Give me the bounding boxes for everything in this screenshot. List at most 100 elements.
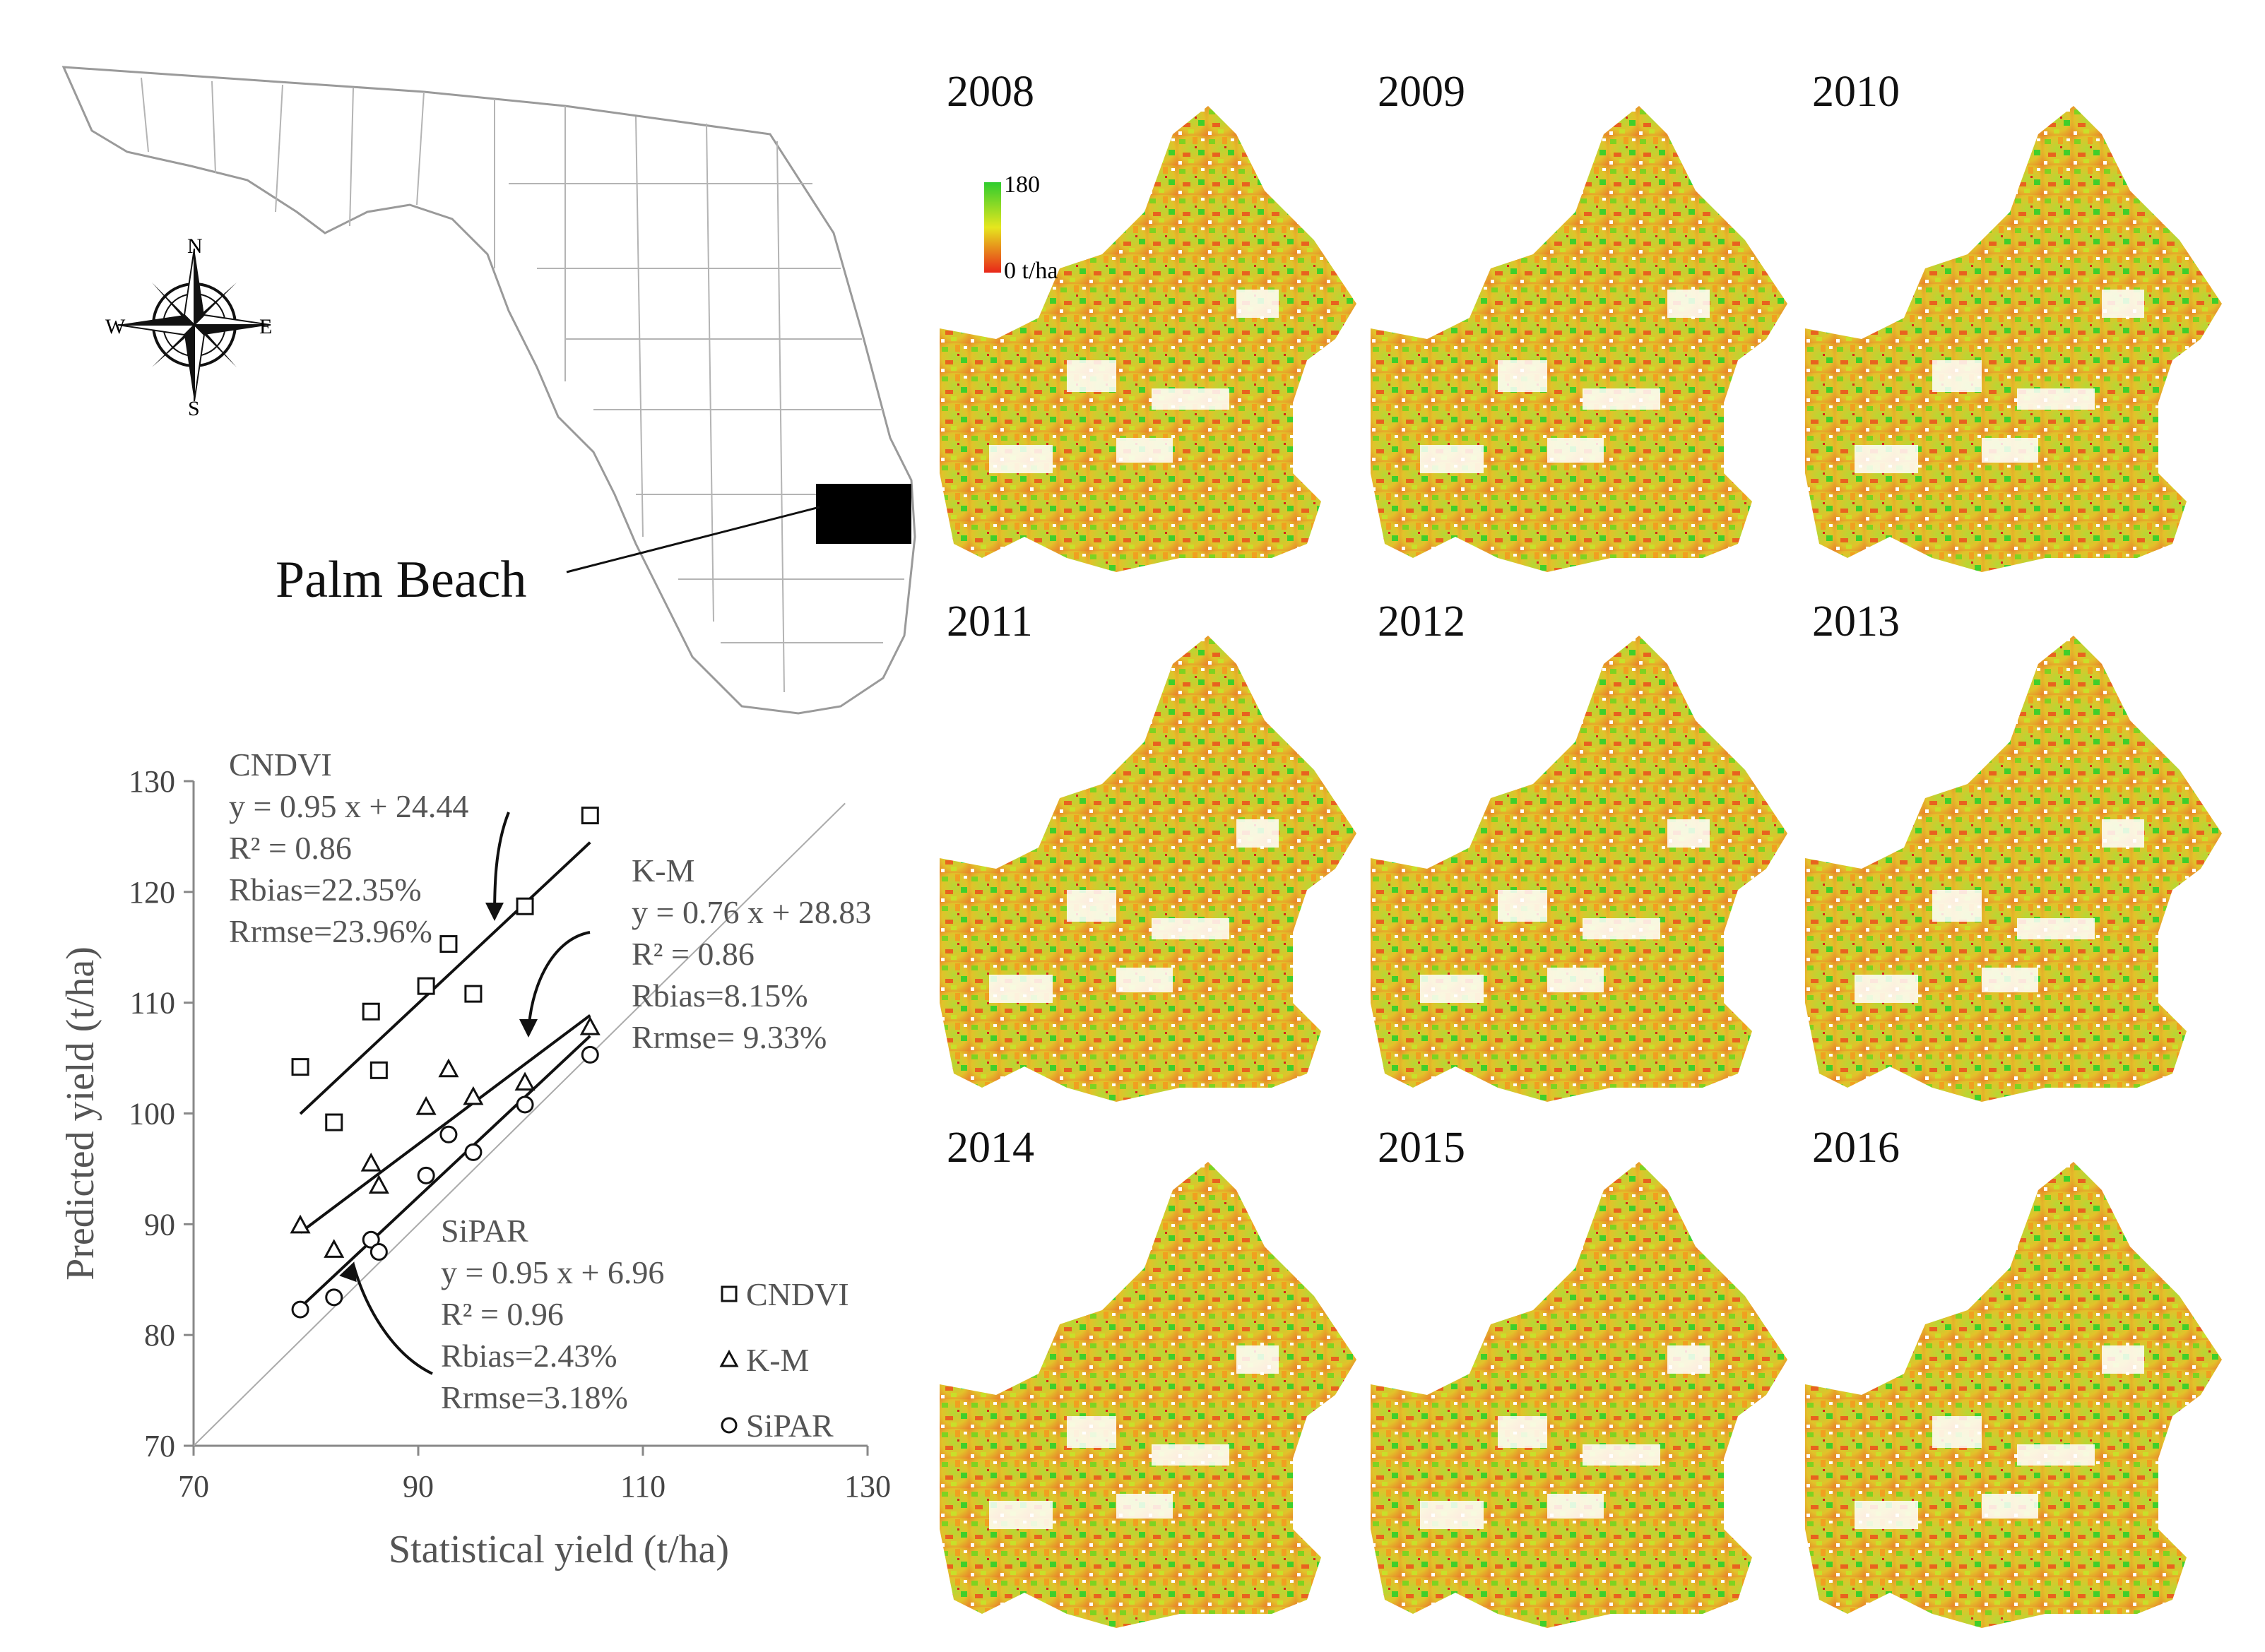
field-gap bbox=[2017, 1444, 2095, 1466]
year-panel-2008: 2008 bbox=[940, 68, 1356, 572]
florida-outline bbox=[61, 66, 916, 715]
annotation-k-m: Rrmse= 9.33% bbox=[632, 1019, 827, 1055]
y-tick-label: 80 bbox=[144, 1318, 175, 1353]
field-gap bbox=[1236, 1345, 1279, 1374]
y-tick-label: 130 bbox=[129, 764, 175, 799]
year-panel-2009: 2009 bbox=[1371, 68, 1787, 572]
yield-map-2016 bbox=[1805, 1162, 2222, 1628]
annotation-cndvi: y = 0.95 x + 24.44 bbox=[229, 788, 468, 824]
compass-north: N bbox=[187, 234, 203, 258]
legend-marker-cndvi bbox=[721, 1285, 738, 1302]
legend-marker-sipar bbox=[721, 1417, 738, 1434]
point-sipar bbox=[369, 1243, 388, 1261]
florida-map: Palm Beach bbox=[61, 66, 916, 715]
y-tick-label: 120 bbox=[129, 875, 175, 910]
point-cndvi bbox=[325, 1113, 343, 1131]
point-sipar bbox=[516, 1095, 534, 1114]
color-scale-max: 180 bbox=[1004, 172, 1040, 198]
annotation-arrowhead bbox=[485, 903, 504, 921]
annotation-cndvi: Rrmse=23.96% bbox=[229, 913, 432, 949]
field-gap bbox=[1498, 360, 1547, 392]
field-gap bbox=[1855, 445, 1918, 473]
point-k-m bbox=[324, 1239, 345, 1258]
field-gap bbox=[1932, 1416, 1982, 1448]
yield-map-2013 bbox=[1805, 636, 2222, 1102]
annotation-cndvi: R² = 0.86 bbox=[229, 830, 352, 866]
annotation-sipar: SiPAR bbox=[441, 1213, 528, 1249]
point-sipar bbox=[325, 1288, 343, 1307]
year-panel-2016: 2016 bbox=[1805, 1124, 2222, 1628]
point-k-m bbox=[438, 1058, 459, 1078]
field-gap bbox=[1236, 819, 1279, 848]
y-tick-label: 70 bbox=[144, 1429, 175, 1463]
point-sipar bbox=[581, 1045, 599, 1064]
point-cndvi bbox=[417, 977, 435, 995]
year-panel-2010: 2010 bbox=[1805, 68, 2222, 572]
point-sipar bbox=[439, 1125, 458, 1143]
compass-rose-icon: N S E W bbox=[105, 234, 272, 420]
palm-beach-leader-line bbox=[566, 506, 820, 574]
annotation-sipar: R² = 0.96 bbox=[441, 1296, 564, 1332]
field-gap bbox=[1067, 360, 1116, 392]
field-gap bbox=[1420, 445, 1484, 473]
annotation-arrow bbox=[493, 812, 510, 919]
field-gap bbox=[1667, 290, 1710, 318]
field-gap bbox=[989, 1501, 1053, 1529]
field-gap bbox=[1982, 968, 2038, 992]
compass-east: E bbox=[259, 315, 272, 338]
palm-beach-label: Palm Beach bbox=[276, 551, 527, 609]
annotation-arrow bbox=[352, 1264, 433, 1375]
year-panel-2013: 2013 bbox=[1805, 598, 2222, 1102]
year-label-2016: 2016 bbox=[1812, 1124, 1900, 1172]
point-cndvi bbox=[362, 1002, 380, 1021]
point-k-m bbox=[360, 1152, 382, 1172]
year-label-2015: 2015 bbox=[1378, 1124, 1465, 1172]
point-cndvi bbox=[516, 897, 534, 915]
field-gap bbox=[1152, 388, 1229, 410]
yield-map-2010 bbox=[1805, 106, 2222, 572]
annotation-sipar: y = 0.95 x + 6.96 bbox=[441, 1254, 664, 1290]
legend-label-cndvi: CNDVI bbox=[746, 1276, 849, 1312]
field-gap bbox=[1855, 1501, 1918, 1529]
y-axis-title: Predicted yield (t/ha) bbox=[59, 946, 102, 1280]
annotation-k-m: Rbias=8.15% bbox=[632, 977, 808, 1014]
annotation-arrowhead bbox=[519, 1019, 538, 1038]
field-gap bbox=[1855, 975, 1918, 1003]
field-gap bbox=[1932, 360, 1982, 392]
year-label-2014: 2014 bbox=[947, 1124, 1034, 1172]
legend-marker-k-m bbox=[719, 1349, 739, 1367]
field-gap bbox=[1116, 968, 1173, 992]
field-gap bbox=[1583, 918, 1660, 939]
annotation-sipar: Rbias=2.43% bbox=[441, 1338, 617, 1374]
yield-map-2008 bbox=[940, 106, 1356, 572]
field-gap bbox=[989, 445, 1053, 473]
annotation-k-m: R² = 0.86 bbox=[632, 936, 755, 972]
field-gap bbox=[1982, 1494, 2038, 1519]
point-k-m bbox=[463, 1086, 484, 1105]
field-gap bbox=[1067, 1416, 1116, 1448]
field-gap bbox=[989, 975, 1053, 1003]
x-tick-label: 110 bbox=[620, 1469, 666, 1504]
annotation-cndvi: CNDVI bbox=[229, 747, 332, 783]
yield-map-2012 bbox=[1371, 636, 1787, 1102]
annotation-arrowhead bbox=[339, 1261, 357, 1283]
annotation-k-m: y = 0.76 x + 28.83 bbox=[632, 894, 871, 930]
point-cndvi bbox=[291, 1058, 309, 1076]
legend-label-k-m: K-M bbox=[746, 1342, 809, 1378]
year-label-2010: 2010 bbox=[1812, 68, 1900, 116]
field-gap bbox=[2017, 388, 2095, 410]
year-panel-2014: 2014 bbox=[940, 1124, 1356, 1628]
point-sipar bbox=[417, 1166, 435, 1184]
point-cndvi bbox=[464, 985, 483, 1003]
point-cndvi bbox=[581, 807, 599, 825]
x-axis-title: Statistical yield (t/ha) bbox=[389, 1528, 729, 1571]
field-gap bbox=[1932, 890, 1982, 922]
annotation-k-m: K-M bbox=[632, 852, 694, 889]
point-k-m bbox=[368, 1175, 389, 1194]
yield-color-scale: 180 0 t/ha bbox=[984, 172, 1058, 284]
compass-west: W bbox=[105, 315, 126, 338]
field-gap bbox=[1152, 918, 1229, 939]
year-label-2008: 2008 bbox=[947, 68, 1034, 116]
fit-line-k-m bbox=[299, 1014, 591, 1234]
point-sipar bbox=[464, 1143, 483, 1161]
